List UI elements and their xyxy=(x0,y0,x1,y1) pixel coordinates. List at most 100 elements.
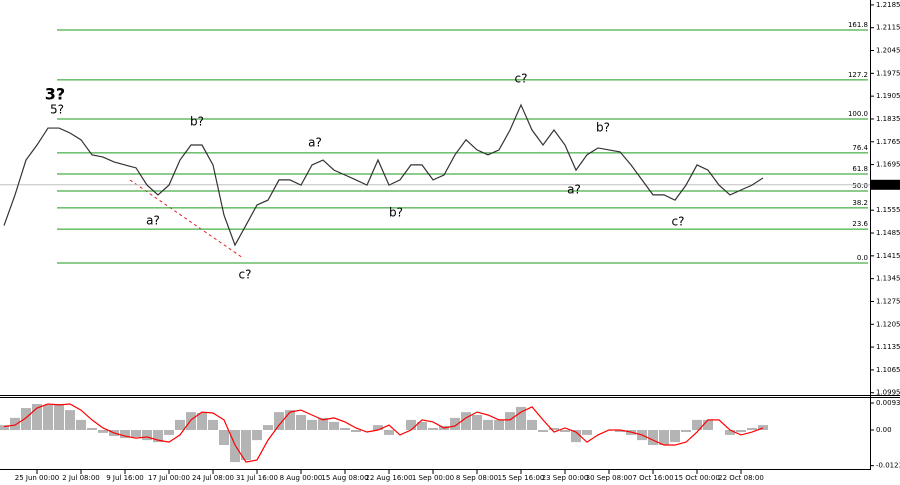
histogram-bar xyxy=(681,430,691,433)
histogram-bar xyxy=(659,430,669,446)
histogram-bar xyxy=(10,417,20,431)
histogram-bar xyxy=(32,404,42,431)
histogram-bar xyxy=(175,419,185,431)
wave-label: 5? xyxy=(50,103,64,117)
histogram-bar xyxy=(615,430,625,433)
fib-label: 127.2 xyxy=(848,71,868,79)
histogram-bar xyxy=(560,430,570,433)
histogram-bar xyxy=(549,427,559,431)
x-tick-label: 8 Aug 00:00 xyxy=(280,474,323,482)
histogram-bar xyxy=(241,430,251,461)
histogram-bar xyxy=(417,421,427,431)
wave-label: c? xyxy=(515,72,528,86)
wave-label: a? xyxy=(146,214,160,228)
fib-label: 61.8 xyxy=(852,165,868,173)
x-tick-label: 1 Sep 00:00 xyxy=(412,474,454,482)
histogram-bar xyxy=(450,417,460,431)
wave-label: a? xyxy=(567,183,581,197)
histogram-bar xyxy=(87,427,97,431)
histogram-bar xyxy=(219,430,229,446)
fib-label: 38.2 xyxy=(852,199,868,207)
x-tick-label: 25 Jun 00:00 xyxy=(15,474,59,482)
histogram-bar xyxy=(208,419,218,431)
histogram-bar xyxy=(164,430,174,435)
histogram-bar xyxy=(0,425,9,431)
y-tick-label: 1.1765 xyxy=(876,138,900,146)
histogram-bar xyxy=(263,425,273,431)
histogram-bar xyxy=(384,430,394,435)
y-tick-label: 1.1345 xyxy=(876,275,900,283)
y-tick-label: 1.1905 xyxy=(876,92,900,100)
histogram-bar xyxy=(428,427,438,431)
histogram-bar xyxy=(186,412,196,431)
histogram-bar xyxy=(747,427,757,431)
histogram-bar xyxy=(736,430,746,433)
histogram-bar xyxy=(120,430,130,439)
histogram-bar xyxy=(142,430,152,441)
histogram-bar xyxy=(670,430,680,443)
histogram-bar xyxy=(285,410,295,431)
x-tick-label: 9 Jul 16:00 xyxy=(106,474,144,482)
y-tick-label: 1.2045 xyxy=(876,47,900,55)
wave-line xyxy=(129,179,244,259)
y-tick-label: 1.1975 xyxy=(876,69,900,77)
x-tick-label: 2 Jul 08:00 xyxy=(62,474,100,482)
y-tick-label: 1.2115 xyxy=(876,24,900,32)
x-tick-label: 15 Aug 08:00 xyxy=(321,474,368,482)
fib-label: 23.6 xyxy=(852,220,868,228)
histogram-bar xyxy=(472,414,482,431)
wave-label: a? xyxy=(308,136,322,150)
histogram-bar xyxy=(274,412,284,431)
wave-label: b? xyxy=(596,121,610,135)
histogram-bar xyxy=(571,430,581,443)
price-line xyxy=(3,403,764,463)
wave-label: c? xyxy=(672,215,685,229)
histogram-bar xyxy=(252,430,262,441)
fib-label: 0.0 xyxy=(857,254,868,262)
histogram-bar xyxy=(483,419,493,431)
x-tick-label: 22 Aug 16:00 xyxy=(365,474,412,482)
wave-label: c? xyxy=(239,268,252,282)
histogram-bar xyxy=(76,419,86,431)
y-tick-label: 1.1065 xyxy=(876,366,900,374)
histogram-bar xyxy=(197,412,207,431)
y-tick-label: 1.2185 xyxy=(876,1,900,9)
histogram-bar xyxy=(373,425,383,431)
histogram-bar xyxy=(54,404,64,431)
histogram-bar xyxy=(516,406,526,431)
y-tick-label: 1.0995 xyxy=(876,389,900,397)
current-price-box xyxy=(871,179,900,190)
histogram-bar xyxy=(406,419,416,431)
histogram-bar xyxy=(538,430,548,433)
fib-label: 161.8 xyxy=(848,21,868,29)
x-tick-label: 17 Jul 00:00 xyxy=(148,474,190,482)
histogram-bar xyxy=(648,430,658,446)
x-tick-label: 15 Oct 00:00 xyxy=(674,474,720,482)
price-line xyxy=(3,103,764,247)
histogram-bar xyxy=(21,408,31,431)
histogram-bar xyxy=(329,421,339,431)
histogram-bar xyxy=(296,414,306,431)
histogram-bar xyxy=(461,412,471,431)
histogram-bar xyxy=(505,412,515,431)
histogram-bar xyxy=(758,425,768,431)
x-tick-label: 30 Sep 08:00 xyxy=(586,474,633,482)
y-tick-label: 1.1835 xyxy=(876,115,900,123)
wave-label: b? xyxy=(389,206,403,220)
y-tick-label: 1.1275 xyxy=(876,297,900,305)
wave-label: b? xyxy=(190,115,204,129)
y-tick-label: -0.01234 xyxy=(876,462,900,470)
histogram-bar xyxy=(351,430,361,433)
current-price-label: 1.1633 xyxy=(874,181,899,189)
histogram-bar xyxy=(703,419,713,431)
histogram-bar xyxy=(307,419,317,431)
x-tick-label: 23 Sep 00:00 xyxy=(542,474,589,482)
y-tick-label: 1.1485 xyxy=(876,229,900,237)
x-tick-label: 31 Jul 16:00 xyxy=(236,474,278,482)
histogram-bar xyxy=(527,419,537,431)
histogram-bar xyxy=(692,419,702,431)
histogram-bar xyxy=(65,410,75,431)
x-tick-label: 8 Sep 08:00 xyxy=(456,474,498,482)
